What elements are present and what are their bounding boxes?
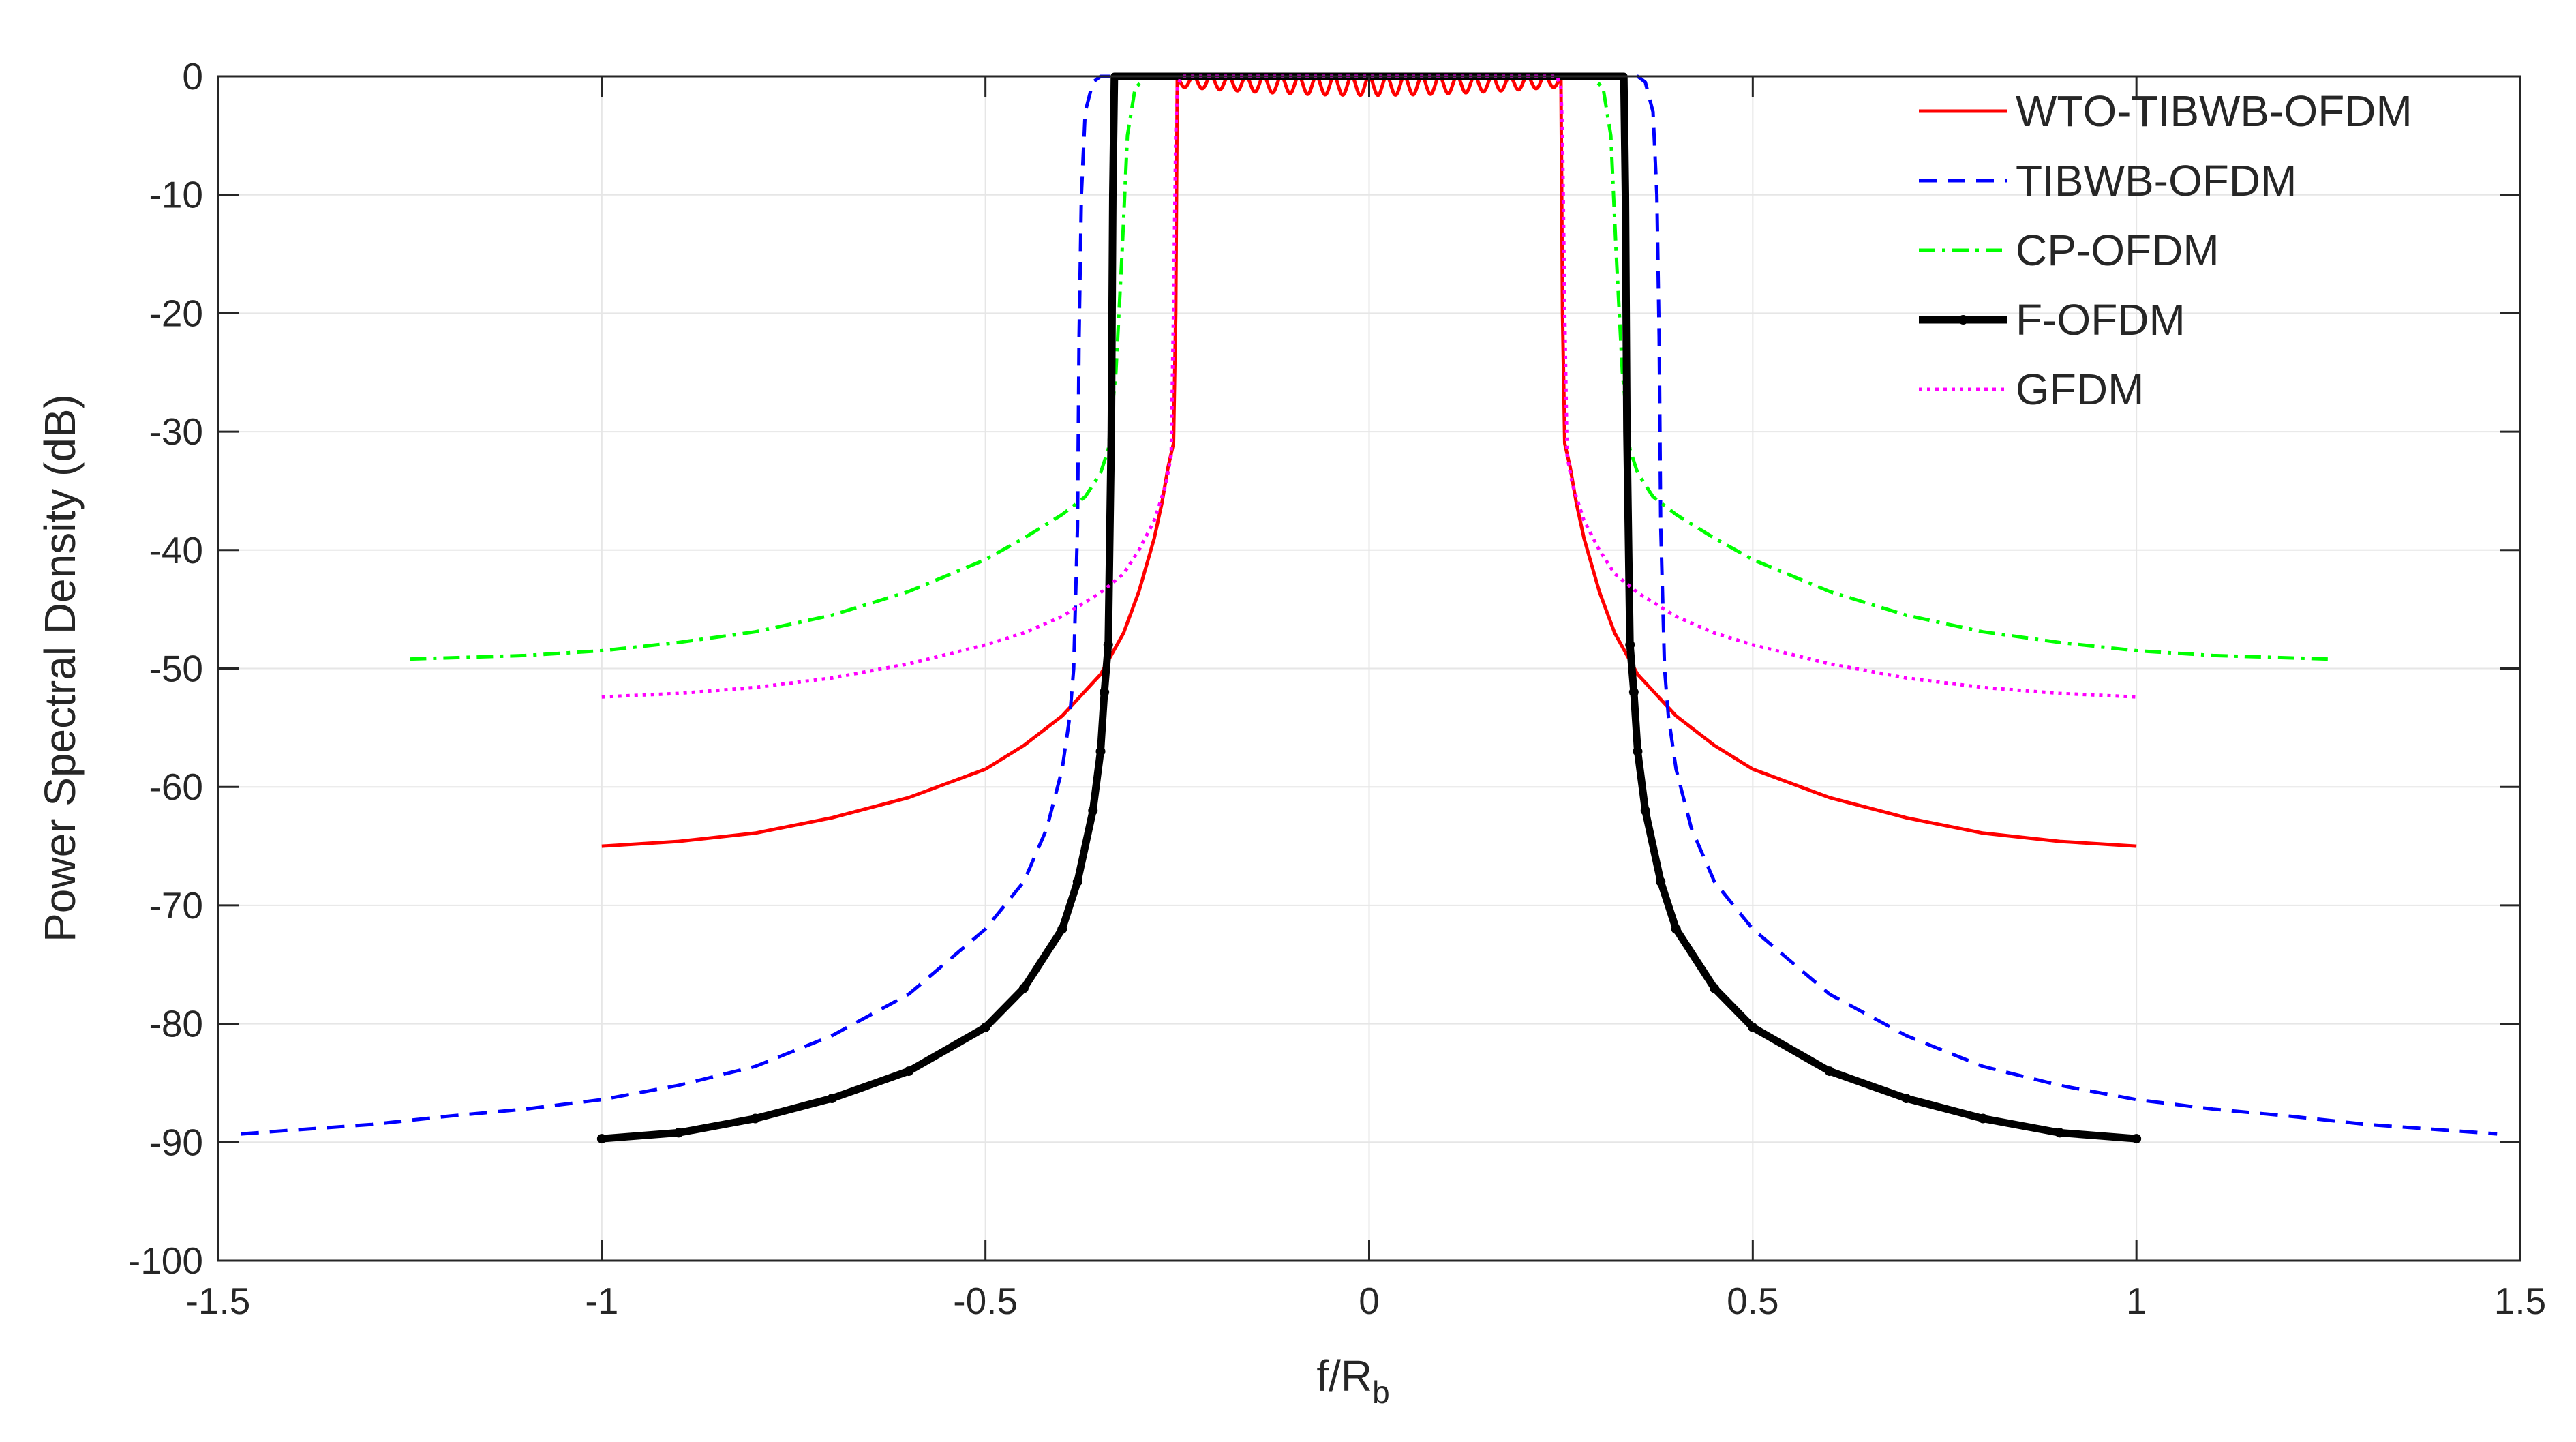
legend: WTO-TIBWB-OFDM TIBWB-OFDM CP-OFDM F-OFDM GFD… [1919, 87, 2412, 414]
f-ofdm-marker [1625, 640, 1635, 650]
f-ofdm-marker [1633, 747, 1643, 757]
f-ofdm-marker [1656, 877, 1666, 887]
y-tick-label: -90 [149, 1121, 204, 1163]
f-ofdm-marker [980, 1022, 990, 1032]
y-tick-label: -80 [149, 1003, 204, 1045]
y-tick-label: -30 [149, 410, 204, 453]
y-tick-label: 0 [182, 55, 203, 97]
legend-label: CP-OFDM [2016, 226, 2219, 275]
x-tick-label: 1 [2126, 1280, 2147, 1322]
x-axis-title: f/Rb [1316, 1351, 1389, 1410]
y-tick-label: -50 [149, 648, 204, 690]
f-ofdm-marker [1095, 747, 1106, 757]
f-ofdm-marker [1103, 640, 1113, 650]
f-ofdm-marker [2055, 1128, 2065, 1138]
y-tick-label: -70 [149, 884, 204, 927]
f-ofdm-marker [1901, 1094, 1911, 1104]
f-ofdm-marker [673, 1128, 684, 1138]
legend-marker [1958, 315, 1968, 325]
y-tick-label: -20 [149, 292, 204, 334]
y-axis-title: Power Spectral Density (dB) [35, 394, 85, 942]
f-ofdm-marker [1671, 924, 1681, 934]
f-ofdm-marker [750, 1113, 760, 1124]
series-line-tibwb-ofdm [241, 74, 2498, 1136]
x-tick-label: -0.5 [953, 1280, 1018, 1322]
f-ofdm-marker [1640, 805, 1650, 815]
x-tick-label: 0.5 [1727, 1280, 1778, 1322]
f-ofdm-marker [1824, 1066, 1834, 1077]
x-axis-title-subscript: b [1372, 1375, 1390, 1410]
x-axis-title-main: f/R [1316, 1351, 1372, 1400]
f-ofdm-marker [904, 1066, 914, 1077]
y-tick-label: -10 [149, 174, 204, 216]
x-tick-label: -1 [585, 1280, 618, 1322]
x-tick-label: -1.5 [186, 1280, 251, 1322]
y-tick-label: -40 [149, 529, 204, 571]
legend-label: GFDM [2016, 365, 2144, 414]
ticks: -1.5 -1 -0.5 0 0.5 1 1.5 0 -10 -20 -30 -40 -50 -60 -70… [128, 55, 2546, 1322]
legend-label: F-OFDM [2016, 295, 2185, 344]
f-ofdm-marker [1628, 687, 1639, 697]
f-ofdm-marker [1710, 983, 1720, 993]
x-tick-label: 1.5 [2494, 1280, 2546, 1322]
f-ofdm-marker [2132, 1134, 2142, 1144]
f-ofdm-marker [1088, 805, 1098, 815]
f-ofdm-marker [827, 1094, 837, 1104]
legend-label: WTO-TIBWB-OFDM [2016, 87, 2412, 136]
f-ofdm-marker [596, 1134, 607, 1144]
f-ofdm-marker [1057, 924, 1067, 934]
legend-label: TIBWB-OFDM [2016, 156, 2297, 205]
f-ofdm-marker [1072, 877, 1082, 887]
y-tick-label: -60 [149, 766, 204, 808]
f-ofdm-marker [1018, 983, 1029, 993]
series-line-gfdm [601, 74, 2137, 699]
f-ofdm-marker [1748, 1022, 1758, 1032]
x-tick-label: 0 [1359, 1280, 1380, 1322]
y-tick-label: -100 [128, 1240, 203, 1282]
f-ofdm-marker [1100, 687, 1110, 697]
f-ofdm-marker [1978, 1113, 1988, 1124]
